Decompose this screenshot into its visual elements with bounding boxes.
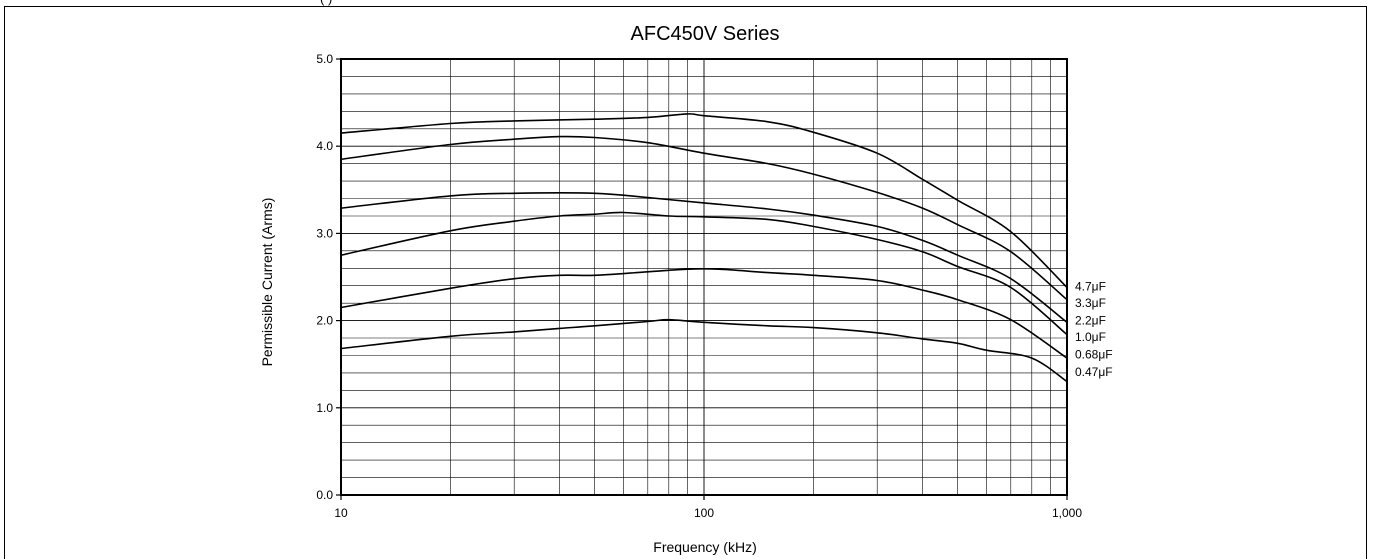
series-label: 3.3μF [1075, 296, 1106, 310]
cropped-header-label: ( ) [320, 0, 332, 6]
chart-frame [4, 6, 1367, 559]
series-line [340, 113, 1068, 289]
y-tick-label: 1.0 [316, 401, 333, 415]
chart-title: AFC450V Series [631, 23, 780, 45]
y-tick-label: 4.0 [316, 139, 333, 153]
x-axis-label: Frequency (kHz) [653, 539, 756, 555]
x-tick-label: 100 [694, 506, 714, 520]
series-line [340, 135, 1068, 301]
series-line [340, 192, 1068, 323]
y-tick-label: 3.0 [316, 226, 333, 240]
series-label: 1.0μF [1075, 330, 1106, 344]
y-tick-label: 0.0 [316, 488, 333, 502]
series-line [340, 211, 1068, 336]
y-axis-label: Permissible Current (Arms) [259, 198, 275, 367]
y-tick-label: 5.0 [316, 52, 333, 66]
x-tick-label: 10 [334, 506, 348, 520]
tick-labels: 0.0 1.0 2.0 3.0 4.0 5.0 10 100 1,000 [316, 52, 1082, 520]
series-label: 4.7μF [1075, 280, 1106, 294]
series-label: 2.2μF [1075, 314, 1106, 328]
cropped-header-text: ( ) [0, 0, 1373, 6]
series-label: 0.68μF [1075, 348, 1113, 362]
curves [340, 113, 1068, 383]
series-labels: 4.7μF 3.3μF 2.2μF 1.0μF 0.68μF 0.47μF [1075, 280, 1113, 379]
series-line [340, 267, 1068, 359]
y-tick-label: 2.0 [316, 314, 333, 328]
series-line [340, 318, 1068, 383]
grid [336, 58, 1068, 500]
x-tick-label: 1,000 [1052, 506, 1082, 520]
series-label: 0.47μF [1075, 365, 1113, 379]
